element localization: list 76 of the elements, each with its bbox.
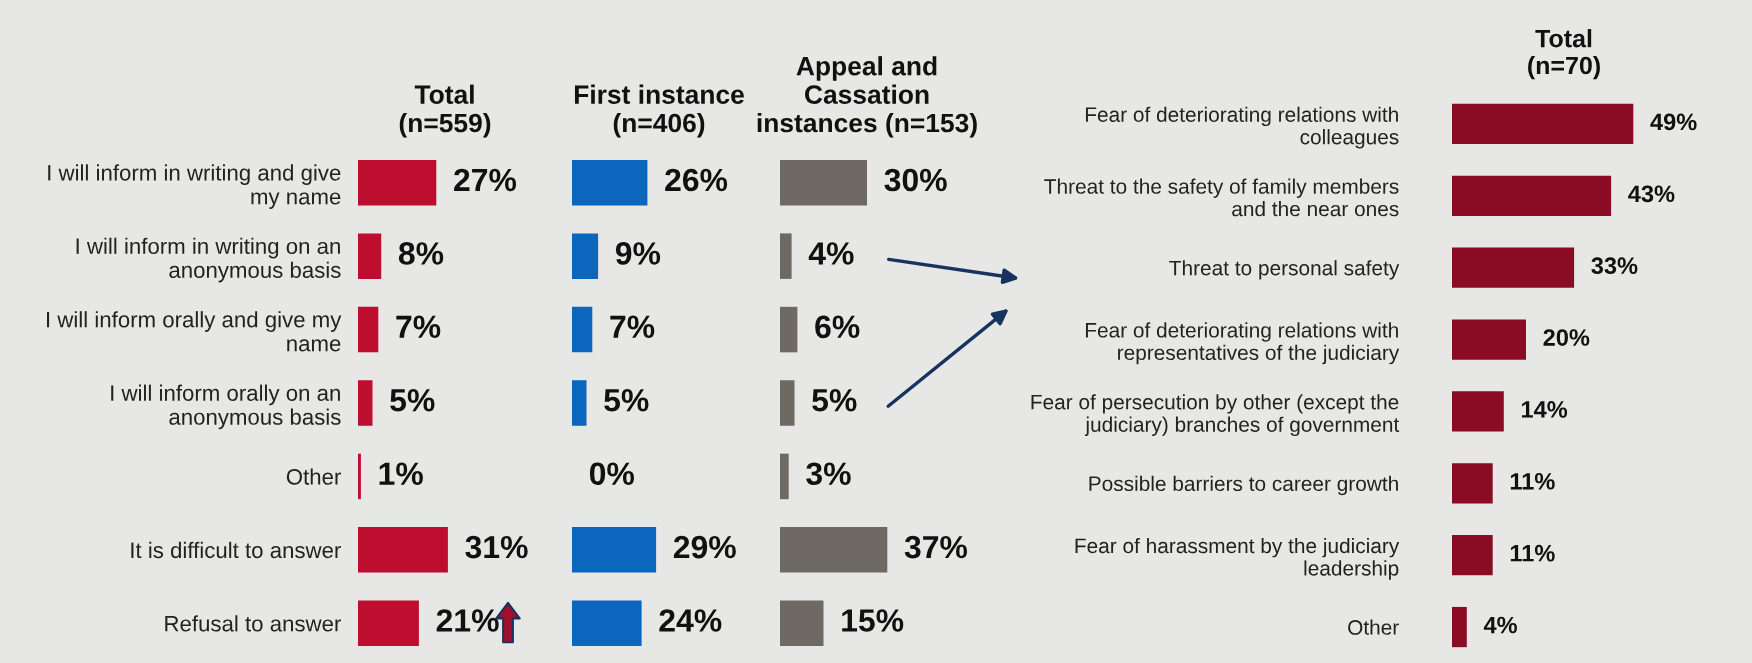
bar [1452, 247, 1575, 288]
y-tick-label: I will inform in writing and give my name [48, 164, 341, 209]
bar [780, 159, 867, 206]
data-label: 15% [842, 609, 904, 632]
bar [780, 600, 824, 647]
data-label: 1% [379, 462, 423, 485]
bar [572, 306, 593, 353]
y-tick-label: I will inform in writing on an anonymous basis [76, 237, 341, 283]
data-label: 7% [610, 315, 655, 339]
bar [1452, 319, 1526, 360]
data-label: 20% [1543, 329, 1590, 346]
chart-title: Appeal and Cassation instances (n=153) [757, 56, 977, 138]
data-label: 11% [1510, 472, 1555, 490]
data-label: 4% [808, 242, 854, 265]
bar [358, 600, 419, 647]
bar [1452, 391, 1504, 432]
data-label: 29% [673, 535, 736, 559]
bar [780, 233, 792, 279]
data-label: 3% [806, 462, 851, 486]
y-tick-label: Fear of harassment by the judiciary leadership [1075, 537, 1400, 580]
chart-title: Total (n=70) [1528, 29, 1600, 80]
data-label: 5% [390, 389, 435, 412]
data-label: 43% [1628, 185, 1675, 203]
y-tick-label: Refusal to answer [165, 615, 341, 632]
data-label: 37% [904, 535, 968, 559]
data-label: 11% [1510, 544, 1555, 562]
y-tick-label: I will inform orally on an anonymous basis [111, 384, 341, 430]
bar [780, 527, 888, 573]
data-label: 27% [454, 168, 517, 192]
data-label: 21% [436, 609, 499, 632]
data-label: 26% [665, 168, 728, 192]
data-label: 5% [812, 389, 857, 412]
data-label: 31% [465, 535, 528, 559]
data-label: 30% [884, 168, 947, 192]
data-label: 33% [1591, 257, 1638, 275]
data-label: 14% [1521, 401, 1568, 418]
bar [358, 306, 379, 353]
y-tick-label: I will inform orally and give my name [47, 311, 342, 352]
y-tick-label: Fear of deteriorating relations with colleagues [1085, 106, 1399, 149]
bar [572, 527, 657, 573]
y-tick-label: Possible barriers to career growth [1089, 475, 1398, 496]
bar [358, 233, 382, 279]
y-tick-label: Threat to personal safety [1169, 260, 1400, 280]
data-label: 24% [659, 609, 722, 632]
bar [1452, 535, 1493, 576]
y-tick-label: Fear of persecution by other (except the judiciary) branches of government [1031, 394, 1400, 437]
data-label: 4% [1483, 616, 1517, 634]
bar [358, 527, 448, 573]
bar [572, 159, 648, 206]
y-tick-label: It is difficult to answer [131, 541, 341, 559]
data-label: 6% [815, 315, 860, 339]
bar [358, 159, 437, 206]
data-label: 5% [604, 389, 649, 412]
bar [780, 380, 795, 426]
bar [572, 233, 599, 279]
bar [358, 453, 361, 500]
bar [780, 306, 798, 353]
bar [1452, 606, 1467, 648]
bar [572, 600, 642, 647]
bar [358, 380, 373, 426]
bar [1452, 175, 1612, 216]
bar [1452, 103, 1634, 145]
bar [572, 380, 587, 426]
y-tick-label: Threat to the safety of family members and the near ones [1044, 178, 1399, 217]
data-label: 0% [589, 462, 634, 485]
data-label: 9% [615, 242, 661, 265]
bar [1452, 463, 1493, 504]
chart-title: Total (n=559) [399, 84, 491, 138]
data-label: 8% [398, 242, 444, 265]
data-label: 7% [396, 315, 441, 339]
y-tick-label: Other [286, 468, 341, 485]
chart-title: First instance (n=406) [574, 84, 744, 138]
bar [780, 453, 789, 500]
y-tick-label: Other [1348, 619, 1399, 635]
y-tick-label: Fear of deteriorating relations with representatives of the judiciary [1085, 322, 1400, 365]
data-label: 49% [1650, 113, 1697, 131]
